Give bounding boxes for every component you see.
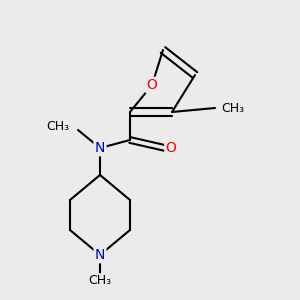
Text: O: O xyxy=(166,141,176,155)
Text: O: O xyxy=(147,78,158,92)
Text: CH₃: CH₃ xyxy=(46,121,69,134)
Text: N: N xyxy=(95,141,105,155)
Text: N: N xyxy=(95,248,105,262)
Text: CH₃: CH₃ xyxy=(88,274,112,287)
Text: CH₃: CH₃ xyxy=(221,101,244,115)
